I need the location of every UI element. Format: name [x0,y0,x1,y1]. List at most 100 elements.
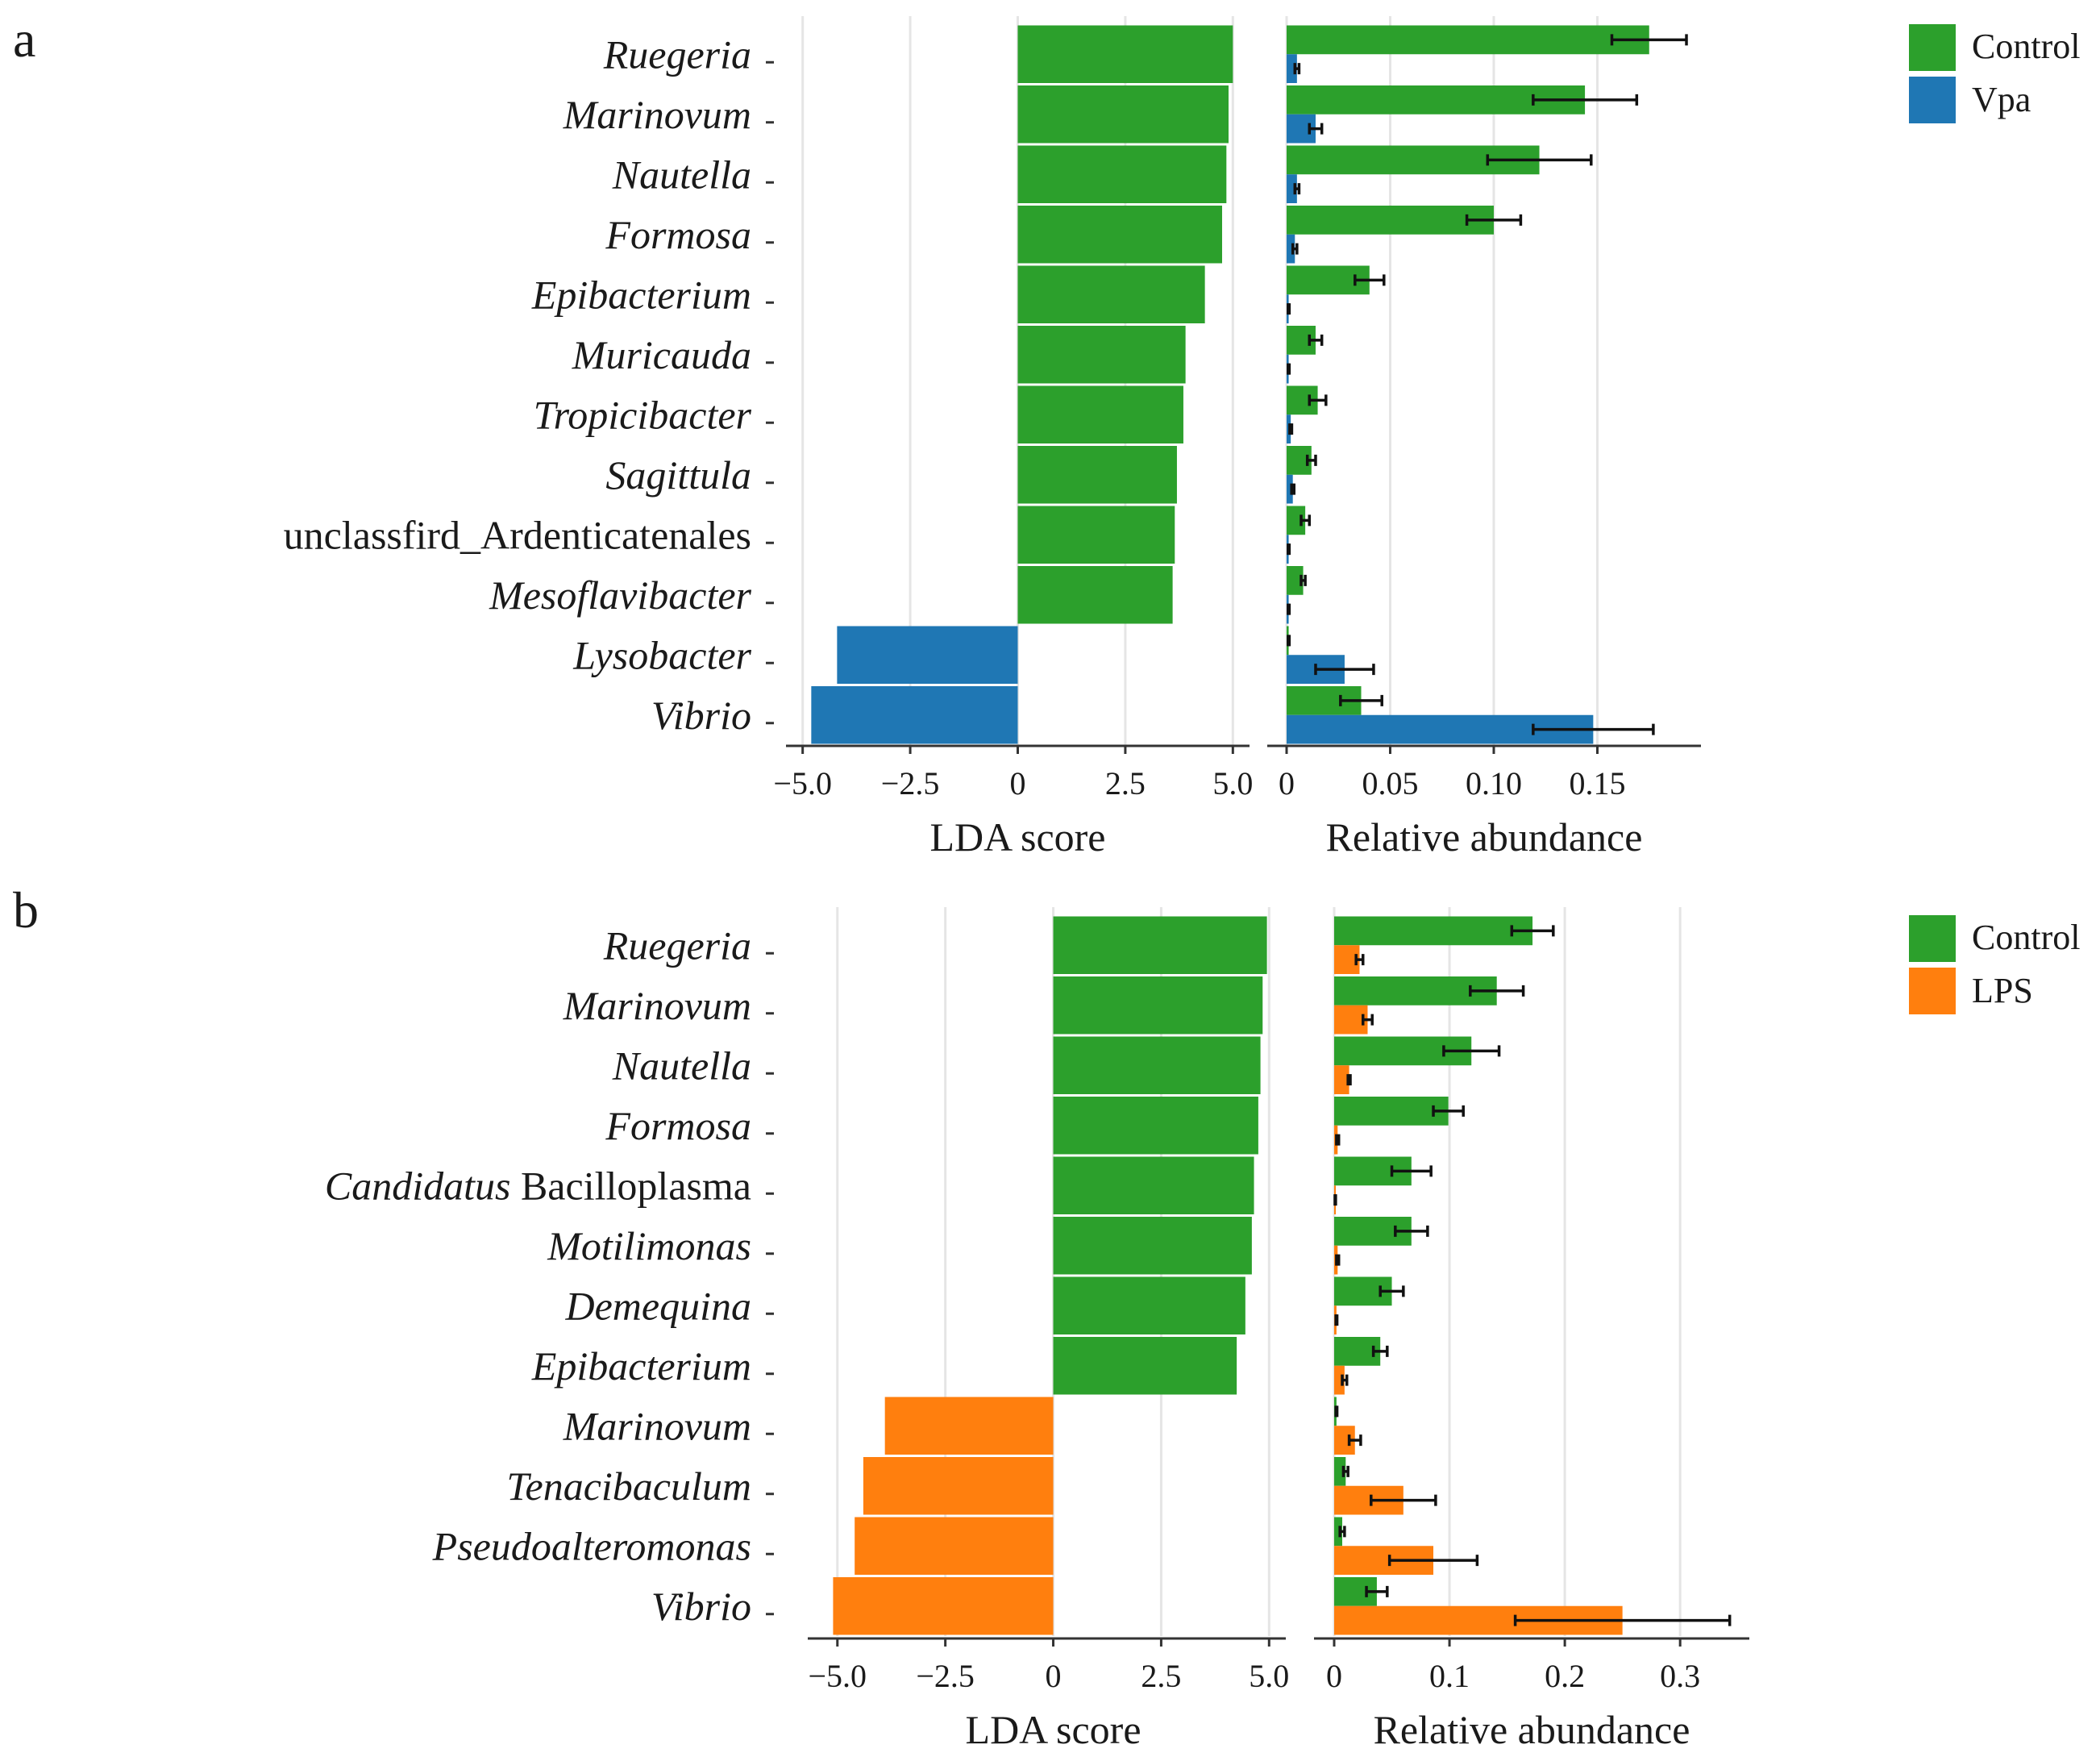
abundance-bar-control [1334,916,1533,946]
lda-tick-label: 0 [1046,1658,1062,1694]
lda-tick-label: 0 [1010,765,1026,801]
category-label-part: Ruegeria [603,31,751,77]
abundance-bar-vpa [1287,54,1297,83]
legend-swatch-control [1909,915,1956,962]
abundance-axis-title: Relative abundance [1374,1707,1690,1752]
category-label: Formosa [605,212,751,257]
abundance-bar-control [1287,206,1494,235]
lda-tick-label: 5.0 [1249,1658,1289,1694]
category-label-part: Mesoflavibacter [489,572,751,618]
lda-bar-epibacterium [1017,265,1205,323]
legend-label-control: Control [1972,27,2080,66]
chart-panel-b: Ruegeria Marinovum Nautella Formosa Candidat… [325,907,1749,1752]
lda-bar-lysobacter [837,626,1018,684]
category-label: Nautella [612,1043,751,1088]
lda-bar-motilimonas [1053,1217,1252,1275]
category-label: Candidatus Bacilloplasma [325,1163,751,1208]
lda-bar-demequina [1053,1276,1245,1334]
lda-bar-nautella [1017,145,1227,203]
category-label-part: Vibrio [651,693,751,738]
chart-panel-a: Ruegeria Marinovum Nautella Formosa Epibacte… [284,16,1701,860]
category-label: Lysobacter [572,632,751,677]
lda-bar-sagittula [1017,446,1177,504]
abundance-bar-control [1334,1517,1343,1547]
category-label-part: Nautella [612,1043,751,1088]
category-label: Nautella [612,152,751,197]
abundance-bar-lps [1334,1065,1349,1094]
abundance-chart: 0 0.05 0.10 0.15 Relative abundance [1267,16,1701,860]
panel-letter-a: a [13,10,35,68]
lda-tick-label: −5.0 [773,765,832,801]
abundance-bar-control [1287,506,1306,535]
abundance-bar-vpa [1287,474,1293,504]
category-label: Marinovum [563,92,751,137]
category-label-part: Tropicibacter [534,392,752,437]
category-label: Ruegeria [603,31,751,77]
lda-tick-label: 2.5 [1141,1658,1181,1694]
abundance-tick-label: 0.05 [1362,765,1419,801]
category-label-part: Marinovum [563,92,751,137]
category-label-part: Lysobacter [572,632,751,677]
category-label: Mesoflavibacter [489,572,751,618]
category-label-part: Bacilloplasma [510,1163,751,1208]
category-label: Vibrio [651,1584,751,1629]
category-label: Vibrio [651,693,751,738]
category-label: unclassfird_Ardenticatenales [284,512,751,557]
category-label: Marinovum [563,1403,751,1448]
lda-bar-formosa [1017,206,1222,264]
category-label-part: Pseudoalteromonas [432,1523,751,1568]
category-label-part: Vibrio [651,1584,751,1629]
abundance-tick-label: 0.10 [1466,765,1522,801]
abundance-chart: 0 0.1 0.2 0.3 Relative abundance [1314,907,1749,1752]
lda-axis-title: LDA score [930,814,1106,860]
category-label: Ruegeria [603,922,751,968]
abundance-bar-control [1334,1457,1346,1486]
lda-bar-marinovum [884,1397,1054,1455]
lda-tick-label: −5.0 [808,1658,867,1694]
legend-label-lps: LPS [1972,971,2033,1010]
lda-bar-ruegeria [1053,916,1267,974]
lda-bar-candidatus-bacilloplasma [1053,1156,1254,1214]
category-label: Muricauda [572,332,751,377]
abundance-axis-title: Relative abundance [1326,814,1643,860]
category-label-part: Formosa [605,212,751,257]
lda-bar-marinovum [1017,85,1229,144]
lda-bar-unclassfird-ardenticatenales [1017,506,1175,564]
category-label-part: Epibacterium [531,272,751,317]
category-label-part: Marinovum [563,983,751,1028]
category-label-part: Sagittula [605,452,751,498]
legend-swatch-lps [1909,968,1956,1014]
category-label: Sagittula [605,452,751,498]
abundance-bar-vpa [1287,234,1295,264]
abundance-tick-label: 0.3 [1660,1658,1700,1694]
lda-tick-label: −2.5 [881,765,940,801]
abundance-bar-vpa [1287,174,1297,203]
lda-bar-epibacterium [1053,1337,1237,1395]
abundance-tick-label: 0.2 [1545,1658,1585,1694]
category-label: Motilimonas [547,1223,751,1268]
abundance-tick-label: 0.1 [1429,1658,1470,1694]
category-label: Demequina [565,1283,752,1328]
category-label-part: unclassfird_Ardenticatenales [284,512,751,557]
category-label-part: Motilimonas [547,1223,751,1268]
abundance-tick-label: 0 [1279,765,1295,801]
lda-chart: Ruegeria Marinovum Nautella Formosa Epibacte… [284,16,1253,860]
abundance-bar-control [1287,25,1649,55]
abundance-bar-lps [1334,1365,1345,1395]
lda-bar-vibrio [811,686,1018,744]
category-label: Tropicibacter [534,392,752,437]
lda-bar-nautella [1053,1036,1261,1094]
lda-bar-marinovum [1053,976,1263,1035]
lda-bar-ruegeria [1017,25,1233,83]
legend-swatch-control [1909,24,1956,71]
lda-bar-formosa [1053,1097,1258,1155]
lda-axis-title: LDA score [966,1707,1141,1752]
category-label: Epibacterium [531,1343,751,1389]
category-label: Tenacibaculum [506,1463,751,1509]
lda-tick-label: 5.0 [1212,765,1253,801]
category-label-part: Demequina [565,1283,752,1328]
category-label: Pseudoalteromonas [432,1523,751,1568]
lda-chart: Ruegeria Marinovum Nautella Formosa Candidat… [325,907,1289,1752]
abundance-tick-label: 0.15 [1570,765,1626,801]
